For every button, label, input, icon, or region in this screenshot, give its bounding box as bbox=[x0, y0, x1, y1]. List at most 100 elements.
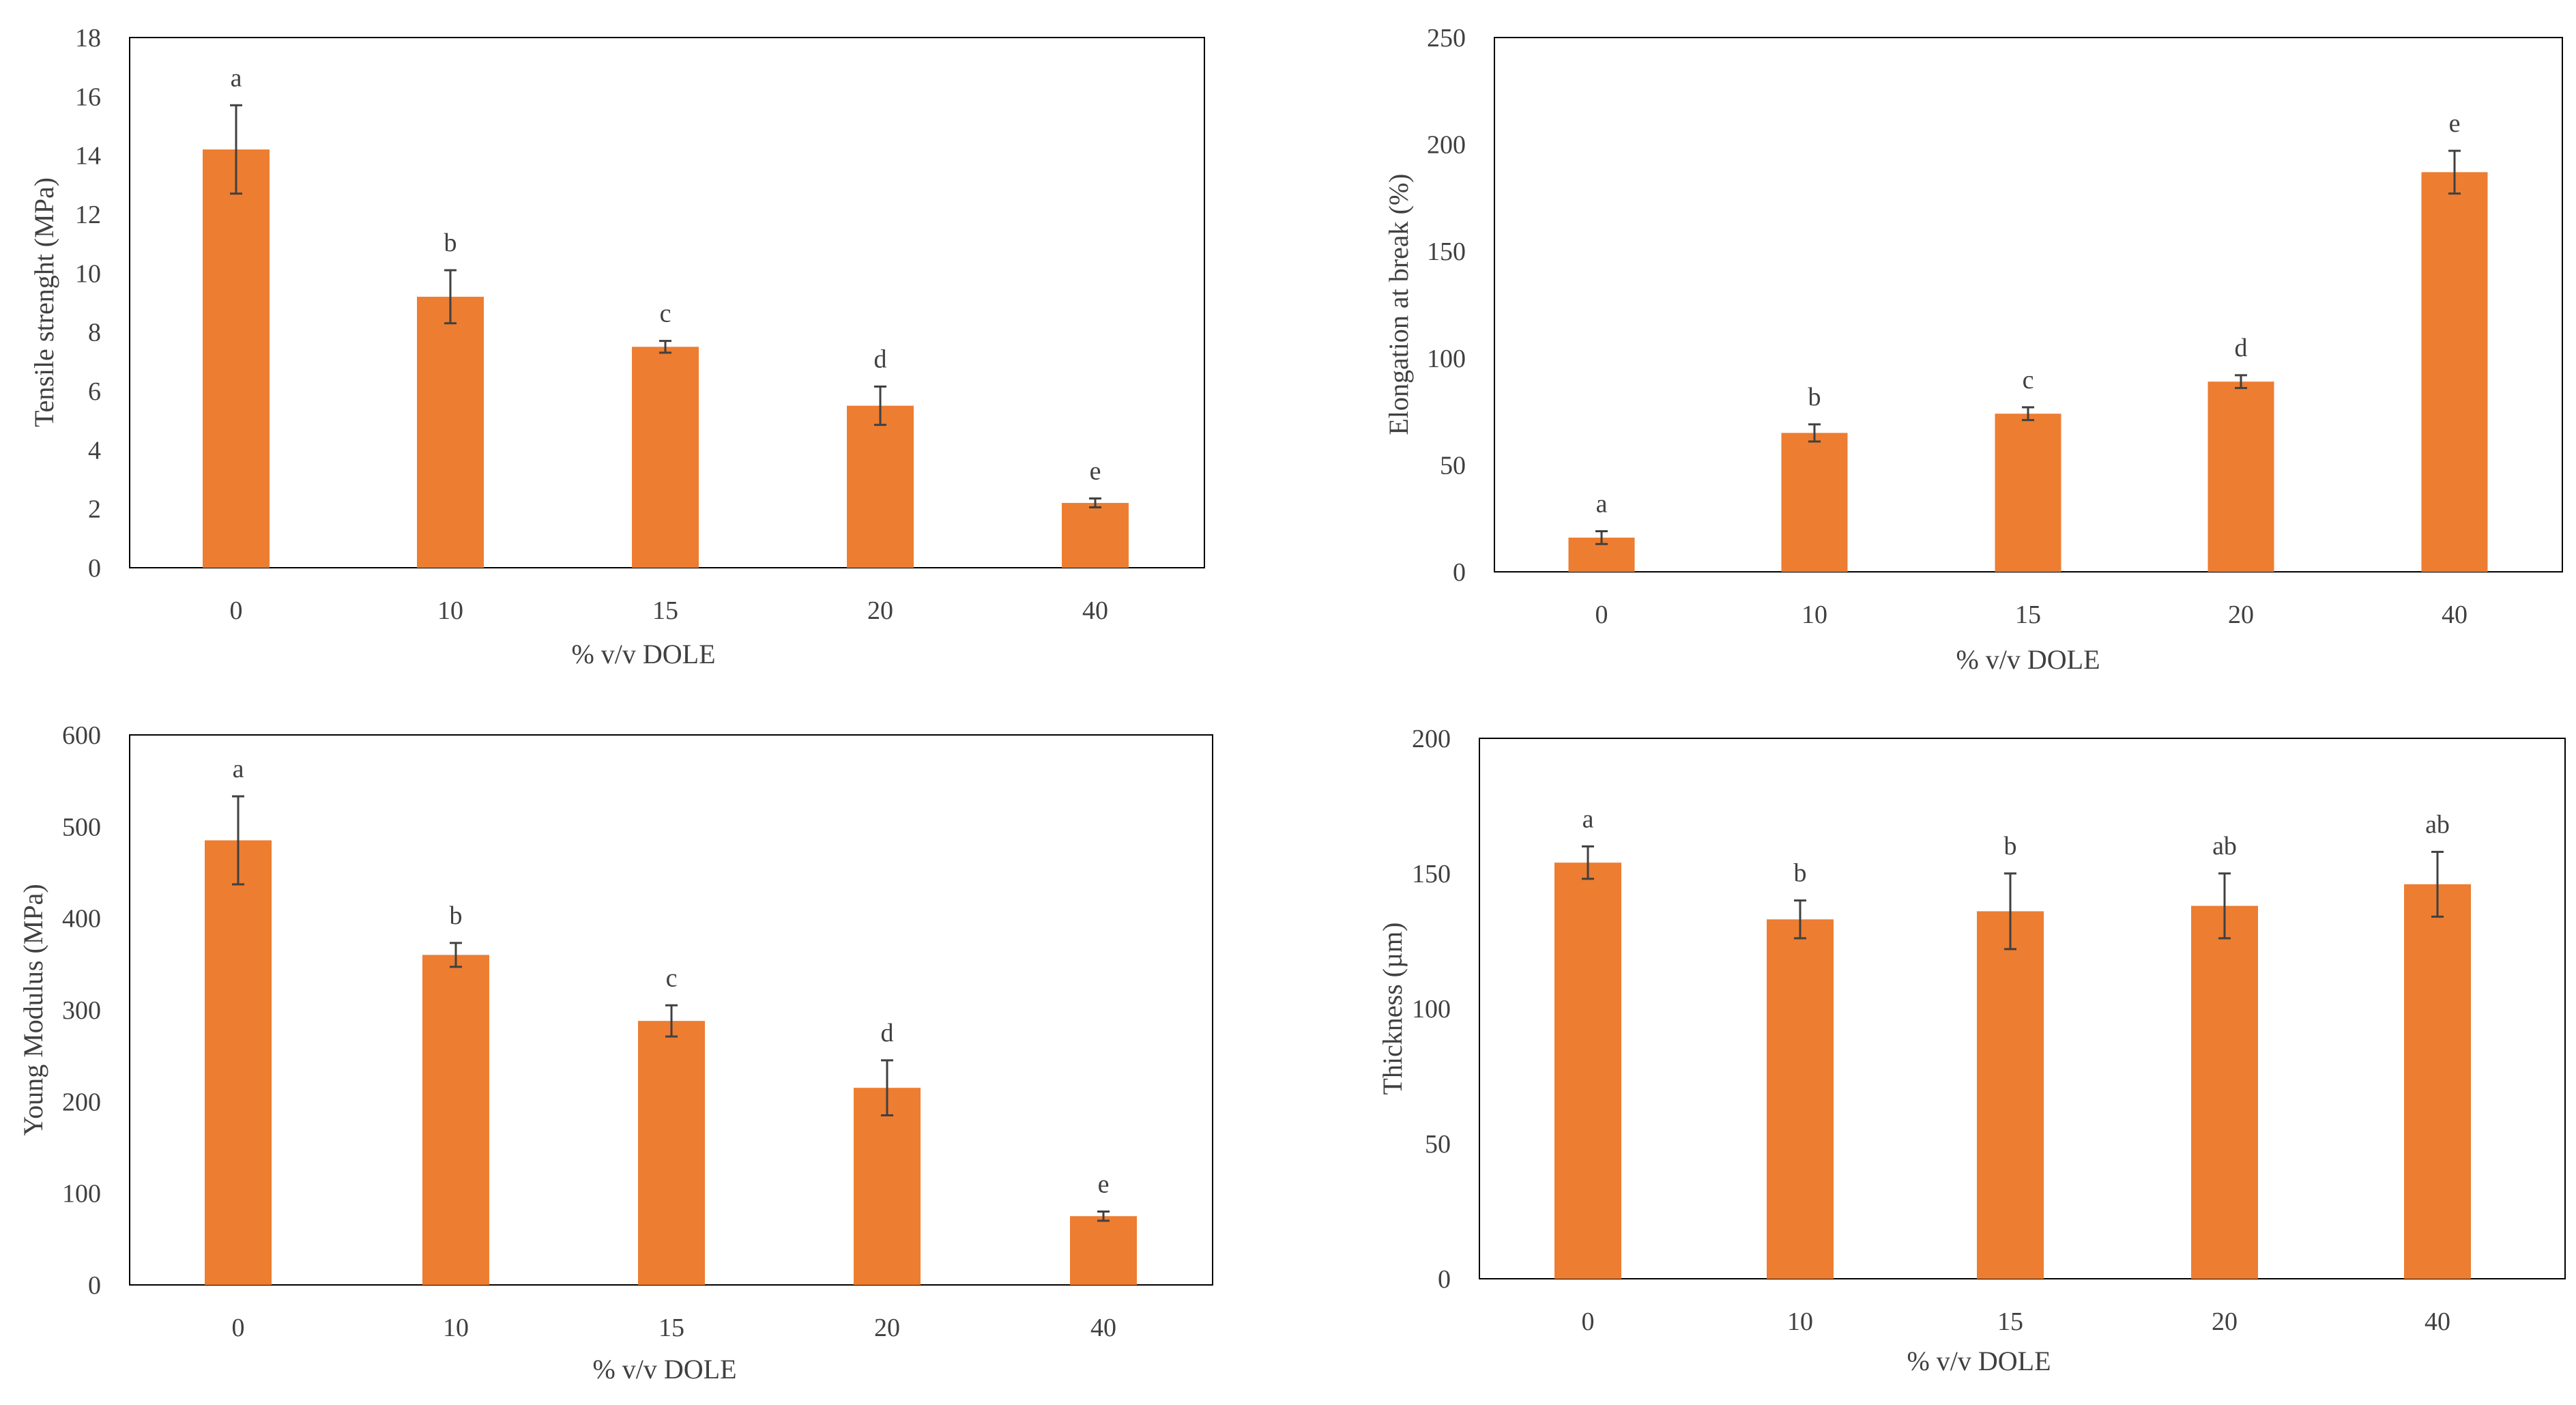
y-tick-label: 14 bbox=[75, 142, 101, 171]
x-tick-label: 15 bbox=[2015, 600, 2041, 629]
significance-label: e bbox=[2449, 109, 2461, 138]
bar bbox=[2404, 884, 2471, 1279]
bar bbox=[422, 955, 489, 1285]
y-tick-label: 100 bbox=[1412, 995, 1451, 1024]
significance-label: d bbox=[874, 345, 887, 374]
x-tick-label: 10 bbox=[443, 1314, 469, 1342]
significance-label: ab bbox=[2425, 810, 2450, 839]
tensile-strength-chart: a b c d e 0 2 4 6 8 10 12 14 16 18 0 10 15 20 40 Tensile … bbox=[29, 24, 1205, 669]
bar bbox=[1767, 919, 1834, 1279]
y-tick-label: 18 bbox=[75, 24, 101, 53]
y-tick-label: 0 bbox=[88, 1271, 101, 1300]
y-tick-label: 200 bbox=[1412, 725, 1451, 753]
x-tick-label: 0 bbox=[232, 1314, 245, 1342]
x-axis-label: % v/v DOLE bbox=[571, 639, 715, 669]
significance-label: d bbox=[881, 1019, 894, 1047]
x-tick-label: 40 bbox=[1082, 596, 1108, 625]
x-tick-label: 15 bbox=[1997, 1307, 2023, 1336]
x-tick-label: 10 bbox=[1801, 600, 1827, 629]
x-tick-label: 0 bbox=[1582, 1307, 1595, 1336]
bar bbox=[203, 149, 270, 568]
y-tick-label: 12 bbox=[75, 201, 101, 229]
y-tick-label: 300 bbox=[62, 996, 101, 1025]
y-tick-label: 6 bbox=[88, 377, 101, 406]
x-axis-label: % v/v DOLE bbox=[592, 1354, 736, 1385]
bar bbox=[847, 405, 914, 568]
significance-label: a bbox=[233, 755, 244, 783]
significance-label: a bbox=[1582, 805, 1594, 833]
y-tick-label: 150 bbox=[1412, 860, 1451, 888]
y-tick-label: 10 bbox=[75, 259, 101, 288]
bar bbox=[1781, 433, 1848, 572]
y-tick-label: 100 bbox=[62, 1180, 101, 1208]
elongation-at-break-chart: a b c d e 0 50 100 150 200 250 0 10 15 20 40 Elongati… bbox=[1383, 24, 2563, 675]
y-tick-label: 0 bbox=[1453, 558, 1466, 587]
x-tick-label: 15 bbox=[659, 1314, 684, 1342]
significance-label: b bbox=[1794, 859, 1807, 888]
y-tick-label: 400 bbox=[62, 905, 101, 933]
bar bbox=[854, 1088, 921, 1285]
x-tick-label: 20 bbox=[874, 1314, 900, 1342]
x-tick-label: 0 bbox=[1595, 600, 1608, 629]
x-tick-label: 15 bbox=[652, 596, 678, 625]
significance-label: b bbox=[444, 229, 457, 257]
y-axis-label: Thickness (µm) bbox=[1377, 923, 1408, 1095]
bar bbox=[205, 840, 272, 1285]
x-axis-label: % v/v DOLE bbox=[1956, 644, 2100, 675]
x-tick-label: 40 bbox=[1090, 1314, 1116, 1342]
y-tick-label: 500 bbox=[62, 813, 101, 841]
y-tick-label: 0 bbox=[1438, 1265, 1451, 1294]
bar bbox=[632, 347, 699, 568]
bar bbox=[2421, 172, 2488, 573]
significance-label: ab bbox=[2212, 832, 2237, 860]
significance-label: c bbox=[2023, 366, 2034, 394]
significance-label: b bbox=[2004, 832, 2017, 860]
bar bbox=[2191, 906, 2258, 1279]
y-tick-label: 100 bbox=[1427, 345, 1466, 373]
y-tick-label: 8 bbox=[88, 319, 101, 347]
x-tick-label: 10 bbox=[1787, 1307, 1813, 1336]
bar bbox=[1062, 503, 1129, 568]
young-modulus-chart: a b c d e 0 100 200 300 400 500 600 0 10 15 20 40 Youn… bbox=[18, 721, 1213, 1385]
x-tick-label: 20 bbox=[867, 596, 893, 625]
y-tick-label: 16 bbox=[75, 83, 101, 111]
significance-label: d bbox=[2235, 334, 2248, 362]
x-tick-label: 0 bbox=[230, 596, 243, 625]
bar bbox=[1554, 863, 1621, 1279]
bar bbox=[2208, 381, 2274, 572]
x-tick-label: 10 bbox=[437, 596, 463, 625]
y-tick-label: 600 bbox=[62, 721, 101, 750]
y-tick-label: 50 bbox=[1425, 1130, 1451, 1159]
x-axis-label: % v/v DOLE bbox=[1907, 1346, 2051, 1376]
y-tick-label: 250 bbox=[1427, 24, 1466, 53]
significance-label: e bbox=[1098, 1170, 1110, 1199]
x-tick-label: 40 bbox=[2425, 1307, 2450, 1336]
y-tick-label: 200 bbox=[1427, 131, 1466, 160]
significance-label: a bbox=[1596, 489, 1608, 518]
y-axis-label: Tensile strenght (MPa) bbox=[29, 177, 59, 427]
significance-label: b bbox=[1808, 383, 1821, 411]
significance-label: a bbox=[231, 63, 242, 92]
y-tick-label: 50 bbox=[1440, 451, 1466, 480]
y-axis-label: Elongation at break (%) bbox=[1383, 173, 1414, 435]
significance-label: c bbox=[666, 964, 678, 992]
significance-label: c bbox=[660, 300, 671, 328]
y-tick-label: 150 bbox=[1427, 237, 1466, 266]
significance-label: b bbox=[450, 901, 463, 930]
y-tick-label: 200 bbox=[62, 1088, 101, 1116]
x-tick-label: 20 bbox=[2228, 600, 2254, 629]
y-axis-label: Young Modulus (MPa) bbox=[18, 884, 48, 1135]
bar bbox=[417, 296, 484, 568]
x-tick-label: 20 bbox=[2212, 1307, 2238, 1336]
y-tick-label: 2 bbox=[88, 495, 101, 524]
bar bbox=[638, 1021, 705, 1285]
y-tick-label: 4 bbox=[88, 436, 101, 465]
significance-label: e bbox=[1090, 457, 1101, 486]
bar bbox=[1977, 911, 2044, 1279]
bar bbox=[1070, 1216, 1137, 1285]
x-tick-label: 40 bbox=[2442, 600, 2468, 629]
y-tick-label: 0 bbox=[88, 554, 101, 583]
bar bbox=[1995, 414, 2061, 572]
